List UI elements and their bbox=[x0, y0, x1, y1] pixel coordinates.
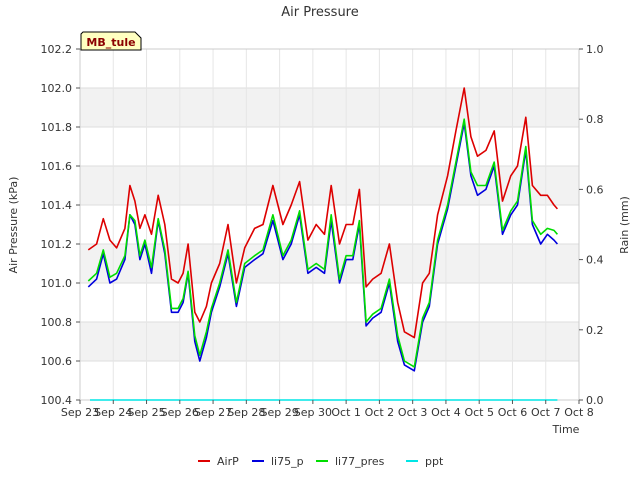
legend-label-ppt: ppt bbox=[425, 455, 444, 468]
x-tick-label-8: Oct 1 bbox=[331, 406, 361, 419]
badge-shape bbox=[80, 31, 142, 51]
legend-label-li75_p: li75_p bbox=[271, 455, 304, 468]
x-tick-label-15: Oct 8 bbox=[564, 406, 594, 419]
y2-tick-label-4: 0.8 bbox=[586, 113, 604, 126]
y-tick-label-3: 101.0 bbox=[41, 277, 73, 290]
y-tick-label-2: 100.8 bbox=[41, 316, 73, 329]
x-tick-label-13: Oct 6 bbox=[498, 406, 528, 419]
y-tick-label-4: 101.2 bbox=[41, 238, 73, 251]
x-tick-label-7: Sep 30 bbox=[294, 406, 332, 419]
y-tick-label-1: 100.6 bbox=[41, 355, 73, 368]
x-tick-label-10: Oct 3 bbox=[398, 406, 428, 419]
station-badge: MB_tule bbox=[80, 31, 142, 51]
x-tick-label-5: Sep 28 bbox=[227, 406, 265, 419]
y-tick-label-5: 101.4 bbox=[41, 199, 73, 212]
x-tick-label-6: Sep 29 bbox=[260, 406, 298, 419]
x-tick-label-14: Oct 7 bbox=[531, 406, 561, 419]
band-1 bbox=[80, 322, 579, 361]
y2-axis-ticks: 0.0 0.2 0.4 0.6 0.8 1.0 bbox=[579, 43, 604, 407]
x-tick-label-0: Sep 23 bbox=[61, 406, 99, 419]
y-tick-label-7: 101.8 bbox=[41, 121, 73, 134]
x-tick-label-2: Sep 25 bbox=[127, 406, 165, 419]
x-tick-label-3: Sep 26 bbox=[161, 406, 199, 419]
x-tick-label-4: Sep 27 bbox=[194, 406, 232, 419]
series-line-li77_pres bbox=[87, 118, 559, 368]
x-tick-label-1: Sep 24 bbox=[94, 406, 132, 419]
y-tick-label-9: 102.2 bbox=[41, 43, 73, 56]
x-tick-label-9: Oct 2 bbox=[365, 406, 395, 419]
y2-tick-label-1: 0.2 bbox=[586, 324, 604, 337]
legend-label-li77_pres: li77_pres bbox=[335, 455, 385, 468]
legend-label-AirP: AirP bbox=[217, 455, 239, 468]
y-tick-label-8: 102.0 bbox=[41, 82, 73, 95]
y-axis-label: Air Pressure (kPa) bbox=[7, 177, 20, 274]
y-axis-ticks: 100.4 100.6 100.8 101.0 101.2 101.4 101.6 101.8… bbox=[41, 43, 80, 407]
y2-tick-label-3: 0.6 bbox=[586, 183, 604, 196]
x-tick-label-12: Oct 5 bbox=[464, 406, 494, 419]
y2-tick-label-2: 0.4 bbox=[586, 254, 604, 267]
y2-axis-label: Rain (mm) bbox=[618, 196, 631, 254]
band-3 bbox=[80, 244, 579, 283]
legend: AirP li75_p li77_pres ppt bbox=[198, 455, 444, 468]
y2-tick-label-5: 1.0 bbox=[586, 43, 604, 56]
series-line-AirP bbox=[87, 87, 559, 339]
y-tick-label-6: 101.6 bbox=[41, 160, 73, 173]
x-tick-label-11: Oct 4 bbox=[431, 406, 461, 419]
y-tick-label-0: 100.4 bbox=[41, 394, 73, 407]
badge-label: MB_tule bbox=[86, 36, 135, 49]
chart-title: Air Pressure bbox=[281, 5, 359, 20]
band-7 bbox=[80, 88, 579, 127]
y2-tick-label-0: 0.0 bbox=[586, 394, 604, 407]
x-axis-label: Time bbox=[552, 423, 580, 436]
